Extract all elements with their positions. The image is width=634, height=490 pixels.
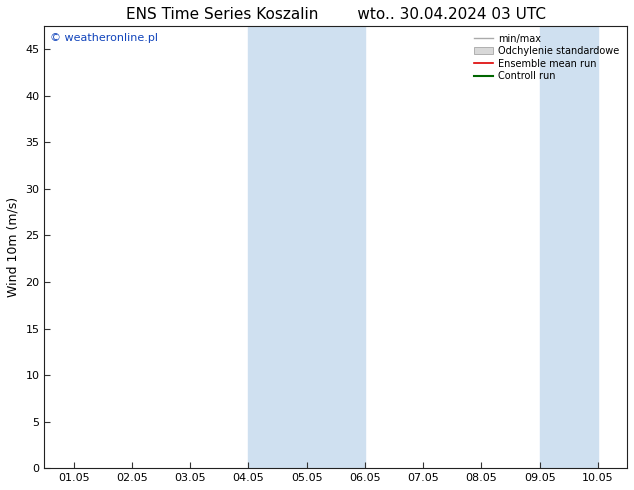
Legend: min/max, Odchylenie standardowe, Ensemble mean run, Controll run: min/max, Odchylenie standardowe, Ensembl… <box>471 31 622 84</box>
Bar <box>540 26 598 468</box>
Text: © weatheronline.pl: © weatheronline.pl <box>50 32 158 43</box>
Y-axis label: Wind 10m (m/s): Wind 10m (m/s) <box>7 197 20 297</box>
Title: ENS Time Series Koszalin        wto.. 30.04.2024 03 UTC: ENS Time Series Koszalin wto.. 30.04.202… <box>126 7 546 22</box>
Bar <box>249 26 365 468</box>
